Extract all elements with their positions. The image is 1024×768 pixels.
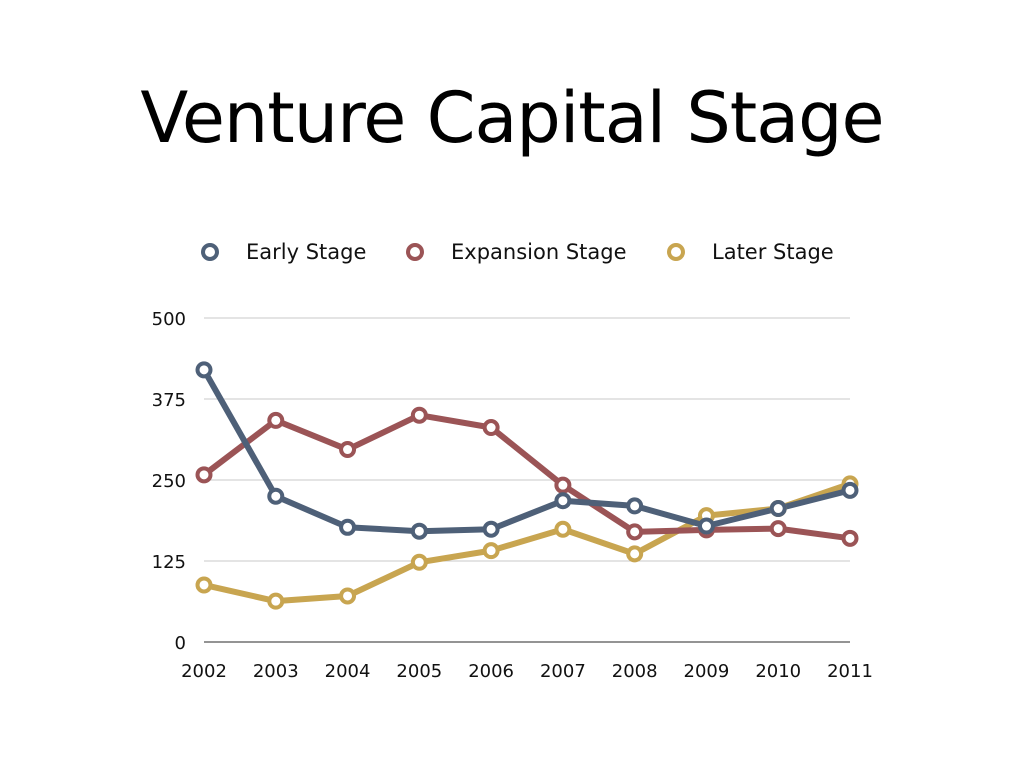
y-tick-label: 0 <box>175 633 186 654</box>
data-point-expansion-stage <box>554 476 572 494</box>
data-point-expansion-stage <box>410 406 428 424</box>
data-point-later-stage <box>339 587 357 605</box>
legend-label-early-stage: Early Stage <box>246 240 367 264</box>
legend-item-expansion-stage: Expansion Stage <box>401 232 627 272</box>
legend-marker-later-stage <box>667 243 685 261</box>
x-tick-label: 2004 <box>325 661 371 682</box>
legend-item-early-stage: Early Stage <box>196 232 366 272</box>
x-tick-label: 2009 <box>684 661 730 682</box>
series-line-expansion-stage <box>201 412 853 542</box>
x-tick-label: 2005 <box>396 661 442 682</box>
data-point-early-stage <box>482 520 500 538</box>
data-point-early-stage <box>410 522 428 540</box>
data-point-expansion-stage <box>769 520 787 538</box>
data-point-expansion-stage <box>195 466 213 484</box>
data-point-early-stage <box>626 497 644 515</box>
x-tick-label: 2011 <box>827 661 873 682</box>
x-tick-label: 2003 <box>253 661 299 682</box>
series-line-later-stage <box>201 480 853 605</box>
x-tick-label: 2007 <box>540 661 586 682</box>
data-point-expansion-stage <box>267 411 285 429</box>
slide-title: Venture Capital Stage <box>140 77 884 159</box>
x-tick-label: 2002 <box>181 661 227 682</box>
y-tick-label: 250 <box>152 471 186 492</box>
data-point-later-stage <box>267 592 285 610</box>
legend-marker-early-stage <box>201 243 219 261</box>
data-point-later-stage <box>554 520 572 538</box>
data-point-expansion-stage <box>626 523 644 541</box>
x-tick-label: 2006 <box>468 661 514 682</box>
data-point-expansion-stage <box>482 419 500 437</box>
data-point-later-stage <box>482 542 500 560</box>
data-point-later-stage <box>410 553 428 571</box>
data-point-early-stage <box>697 517 715 535</box>
x-tick-label: 2010 <box>755 661 801 682</box>
y-tick-label: 375 <box>152 390 186 411</box>
y-tick-label: 500 <box>152 309 186 330</box>
y-tick-label: 125 <box>152 552 186 573</box>
legend-marker-expansion-stage <box>406 243 424 261</box>
x-tick-label: 2008 <box>612 661 658 682</box>
legend-label-expansion-stage: Expansion Stage <box>451 240 627 264</box>
data-point-expansion-stage <box>339 441 357 459</box>
series-line-early-stage <box>201 366 853 535</box>
data-point-later-stage <box>626 545 644 563</box>
data-point-early-stage <box>769 500 787 518</box>
data-point-expansion-stage <box>841 529 859 547</box>
data-point-early-stage <box>339 518 357 536</box>
line-chart: 0 125 250 375 500 2002 2003 2004 2005 2006 2007 200… <box>152 309 873 682</box>
data-point-early-stage <box>841 481 859 499</box>
chart-legend: Early Stage Expansion Stage Later Stage <box>0 232 1024 272</box>
data-point-later-stage <box>195 576 213 594</box>
legend-item-later-stage: Later Stage <box>662 232 834 272</box>
legend-label-later-stage: Later Stage <box>712 240 834 264</box>
data-point-early-stage <box>554 492 572 510</box>
data-point-early-stage <box>267 487 285 505</box>
data-point-early-stage <box>195 361 213 379</box>
